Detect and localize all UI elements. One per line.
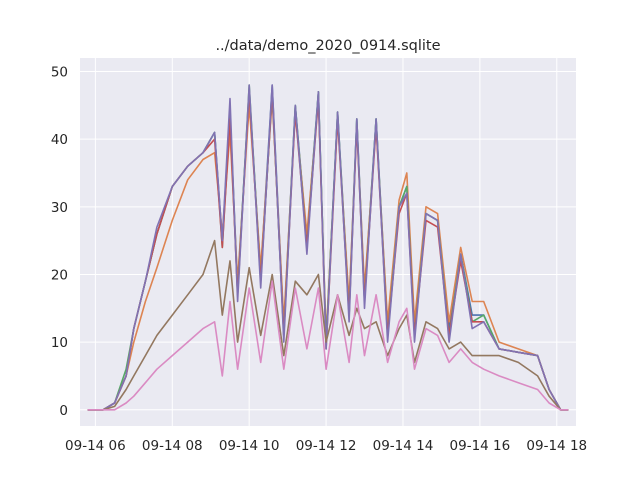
series-line-6 [87,239,569,411]
x-tick-label: 09-14 14 [373,438,434,454]
y-tick-labels: 0 10 20 30 40 50 [51,65,68,419]
x-tick-label: 09-14 10 [219,438,280,454]
x-tick-label: 09-14 18 [526,438,587,454]
y-tick-label: 10 [51,335,68,351]
y-tick-label: 30 [51,200,68,216]
series-line-7 [87,280,569,411]
grid-lines [80,58,576,426]
y-tick-label: 20 [51,267,68,283]
x-tick-labels: 09-14 06 09-14 08 09-14 10 09-14 12 09-14 14… [65,438,587,454]
x-tick-label: 09-14 12 [296,438,357,454]
chart-title: ../data/demo_2020_0914.sqlite [215,38,440,54]
series-layer [87,84,569,411]
x-tick-label: 09-14 08 [142,438,203,454]
x-tick-label: 09-14 16 [450,438,511,454]
y-tick-label: 40 [51,132,68,148]
series-line-5 [87,84,569,411]
x-tick-label: 09-14 06 [65,438,126,454]
y-tick-label: 0 [59,403,68,419]
y-tick-label: 50 [51,65,68,81]
